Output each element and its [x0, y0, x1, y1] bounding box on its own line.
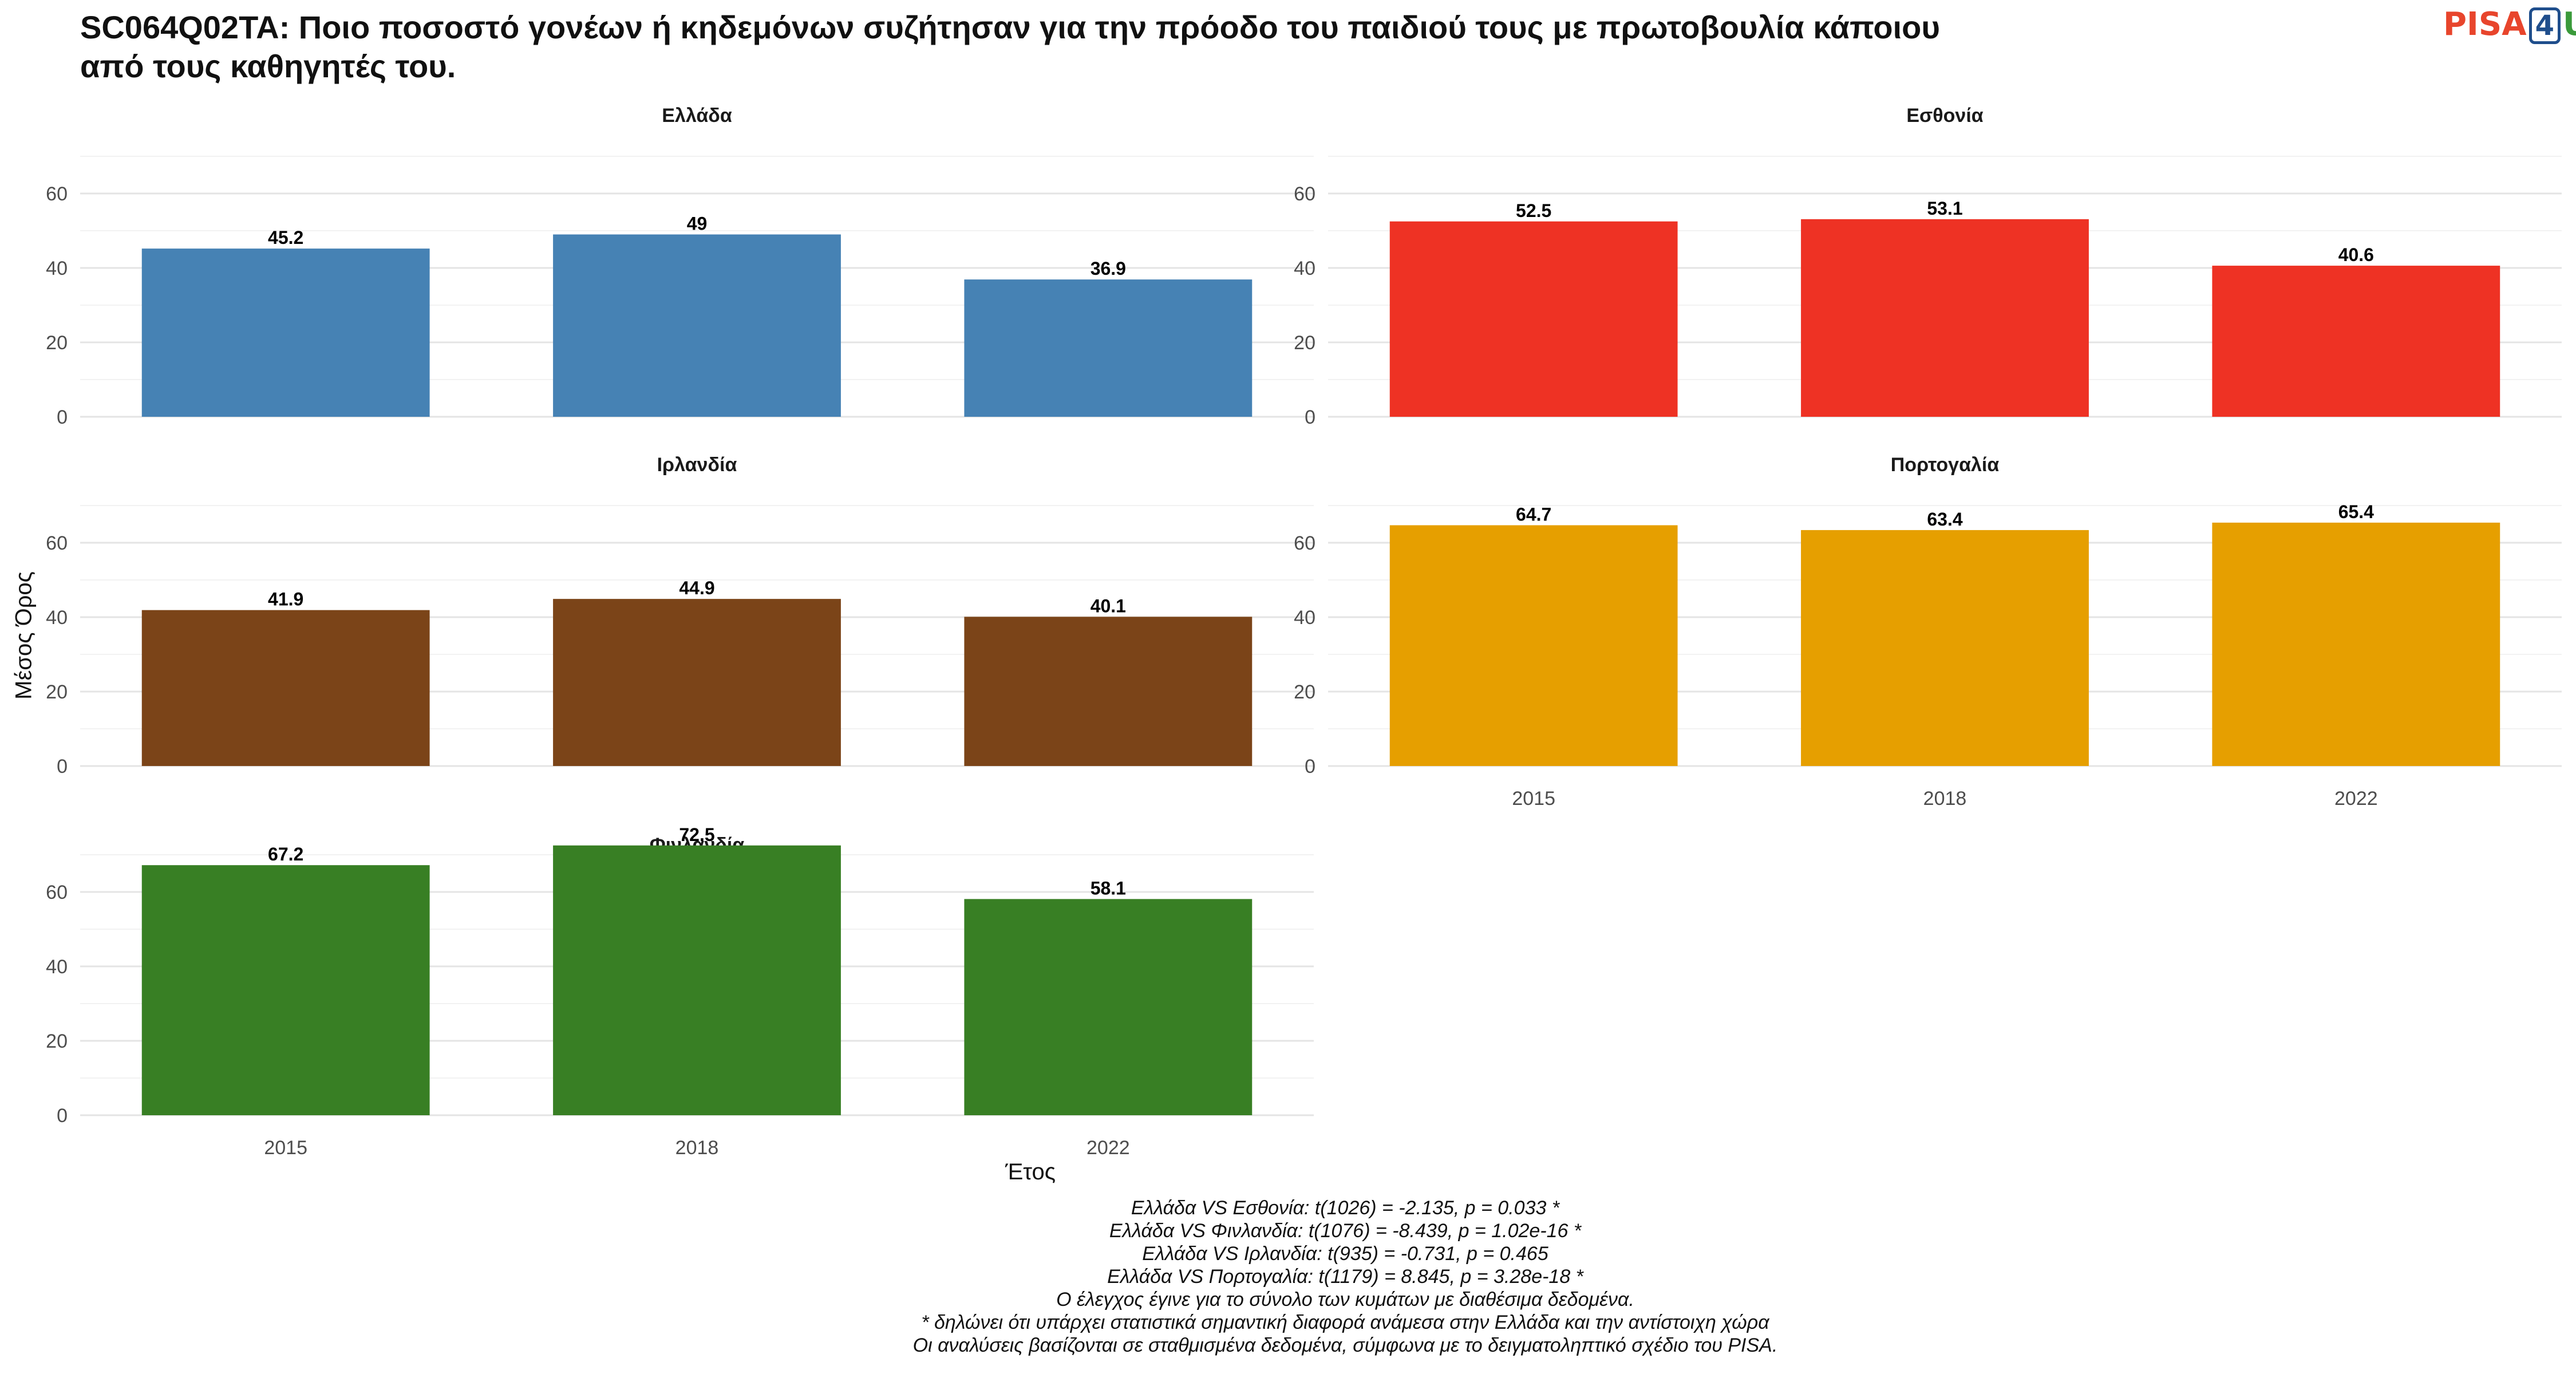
y-tick-label: 20	[46, 681, 68, 703]
data-label: 36.9	[1091, 258, 1126, 279]
footnote-significance: * δηλώνει ότι υπάρχει στατιστικά σημαντι…	[921, 1312, 1769, 1333]
footnote-greece-vs-ireland: Ελλάδα VS Ιρλανδία: t(935) = -0.731, p =…	[1142, 1243, 1548, 1265]
data-label: 40.6	[2338, 244, 2374, 265]
bar-Ελλάδα-2018	[553, 234, 841, 417]
bar-Εσθονία-2015	[1389, 221, 1678, 417]
y-tick-label: 0	[1305, 406, 1315, 428]
data-label: 49	[687, 214, 708, 234]
y-tick-label: 0	[57, 1105, 68, 1127]
y-tick-label: 20	[46, 1030, 68, 1052]
bar-Πορτογαλία-2022	[2212, 522, 2500, 766]
y-tick-label: 60	[46, 183, 68, 205]
logo-text-four: 4	[2528, 7, 2561, 44]
footnote-weighting: Οι αναλύσεις βασίζονται σε σταθμισμένα δ…	[912, 1334, 1778, 1356]
y-tick-label: 40	[46, 258, 68, 279]
facet-label-Ιρλανδία: Ιρλανδία	[657, 454, 737, 476]
logo-text-pisa: PISA	[2443, 6, 2527, 43]
facet-label-Ελλάδα: Ελλάδα	[662, 105, 732, 127]
x-tick-label: 2018	[675, 1137, 719, 1159]
facet-label-Εσθονία: Εσθονία	[1906, 105, 1983, 127]
footnote-greece-vs-finland: Ελλάδα VS Φινλανδία: t(1076) = -8.439, p…	[1109, 1220, 1582, 1242]
y-tick-label: 60	[46, 882, 68, 903]
y-tick-label: 0	[57, 406, 68, 428]
y-tick-label: 20	[46, 332, 68, 354]
bar-Ελλάδα-2015	[141, 248, 430, 417]
chart-title-line-2: από τους καθηγητές του.	[80, 48, 456, 84]
x-tick-label: 2018	[1923, 788, 1967, 810]
facet-label-Πορτογαλία: Πορτογαλία	[1891, 454, 2000, 476]
y-tick-label: 60	[1294, 183, 1315, 205]
y-tick-label: 40	[1294, 258, 1315, 279]
footnote-greece-vs-estonia: Ελλάδα VS Εσθονία: t(1026) = -2.135, p =…	[1131, 1197, 1560, 1219]
x-tick-label: 2015	[264, 1137, 307, 1159]
y-tick-label: 60	[46, 532, 68, 554]
bar-Φινλανδία-2022	[964, 899, 1253, 1115]
x-axis-title: Έτος	[1005, 1159, 1056, 1185]
pisa4u-logo: PISA 4 U	[2443, 5, 2576, 45]
data-label: 53.1	[1927, 198, 1962, 219]
y-tick-label: 60	[1294, 532, 1315, 554]
bar-Ιρλανδία-2018	[553, 599, 841, 766]
bar-Φινλανδία-2015	[141, 865, 430, 1115]
data-label: 58.1	[1091, 878, 1126, 898]
x-tick-label: 2022	[2334, 788, 2378, 810]
y-tick-label: 20	[1294, 681, 1315, 703]
data-label: 40.1	[1091, 595, 1126, 616]
data-label: 45.2	[268, 227, 303, 248]
bar-Πορτογαλία-2018	[1801, 530, 2089, 766]
footnotes: Ελλάδα VS Εσθονία: t(1026) = -2.135, p =…	[716, 1197, 1975, 1357]
bar-Φινλανδία-2018	[553, 845, 841, 1115]
bar-Εσθονία-2018	[1801, 219, 2089, 417]
y-tick-label: 40	[1294, 607, 1315, 629]
footnote-greece-vs-portugal: Ελλάδα VS Πορτογαλία: t(1179) = 8.845, p…	[1107, 1266, 1583, 1288]
y-tick-label: 0	[1305, 756, 1315, 777]
data-label: 41.9	[268, 589, 303, 610]
y-tick-label: 0	[57, 756, 68, 777]
y-axis-title-text: Μέσος Όρος	[11, 571, 37, 700]
data-label: 64.7	[1516, 504, 1551, 524]
data-label: 65.4	[2338, 502, 2374, 522]
y-tick-label: 40	[46, 956, 68, 978]
footnote-test-scope: Ο έλεγχος έγινε για το σύνολο των κυμάτω…	[1056, 1289, 1634, 1310]
data-label: 44.9	[679, 578, 714, 598]
data-label: 72.5	[679, 824, 714, 845]
y-tick-label: 40	[46, 607, 68, 629]
x-tick-label: 2022	[1086, 1137, 1130, 1159]
y-tick-label: 20	[1294, 332, 1315, 354]
logo-text-u: U	[2562, 6, 2576, 43]
bar-Πορτογαλία-2015	[1389, 525, 1678, 766]
bar-Ιρλανδία-2015	[141, 610, 430, 766]
chart-title-line-1: SC064Q02TA: Ποιο ποσοστό γονέων ή κηδεμό…	[80, 9, 1940, 45]
x-tick-label: 2015	[1512, 788, 1555, 810]
data-label: 63.4	[1927, 509, 1962, 530]
data-label: 52.5	[1516, 200, 1551, 221]
chart-title: SC064Q02TA: Ποιο ποσοστό γονέων ή κηδεμό…	[80, 8, 2198, 86]
data-label: 67.2	[268, 844, 303, 864]
bar-Ελλάδα-2022	[964, 279, 1253, 417]
bar-Ιρλανδία-2022	[964, 617, 1253, 766]
bar-Εσθονία-2022	[2212, 266, 2500, 417]
